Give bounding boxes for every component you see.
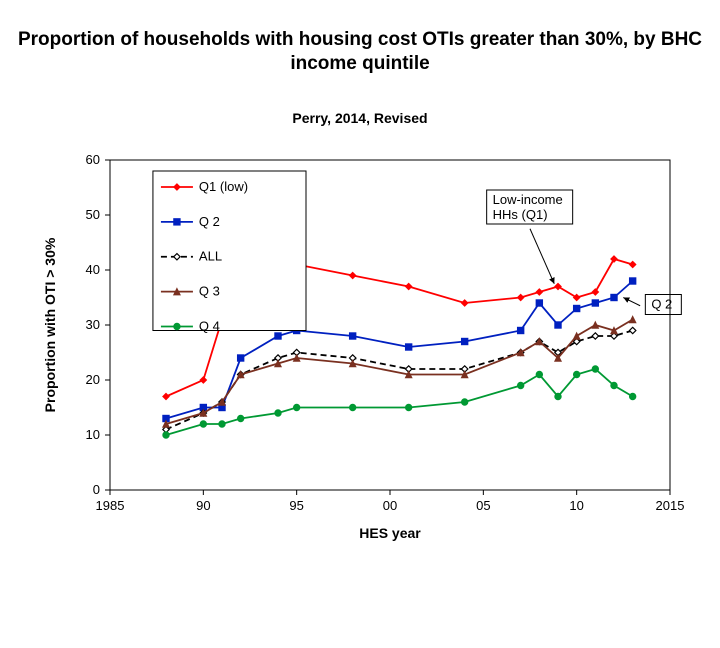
legend: Q1 (low) Q 2 ALL Q 3 Q 4 <box>153 171 306 333</box>
marker-circle <box>200 421 206 427</box>
marker-square <box>517 327 523 333</box>
marker-circle <box>349 404 355 410</box>
x-tick-label: 05 <box>476 498 490 513</box>
marker-square <box>573 305 579 311</box>
x-tick-label: 1985 <box>96 498 125 513</box>
marker-circle <box>573 371 579 377</box>
marker-circle <box>174 323 180 329</box>
legend-label-all: ALL <box>199 249 222 264</box>
x-tick-label: 00 <box>383 498 397 513</box>
y-tick-label: 30 <box>86 317 100 332</box>
marker-square <box>555 322 561 328</box>
marker-circle <box>629 393 635 399</box>
marker-circle <box>461 399 467 405</box>
y-tick-label: 10 <box>86 427 100 442</box>
marker-square <box>629 278 635 284</box>
marker-square <box>174 219 180 225</box>
y-tick-label: 0 <box>93 482 100 497</box>
legend-label-q4: Q 4 <box>199 318 220 333</box>
y-tick-label: 50 <box>86 207 100 222</box>
legend-label-q1: Q1 (low) <box>199 179 248 194</box>
legend-box <box>153 171 306 331</box>
marker-circle <box>237 415 243 421</box>
marker-circle <box>275 410 281 416</box>
marker-circle <box>592 366 598 372</box>
annotation-text-q2-ann: Q 2 <box>651 297 672 312</box>
x-tick-label: 10 <box>569 498 583 513</box>
y-tick-label: 60 <box>86 152 100 167</box>
page: Proportion of households with housing co… <box>0 0 720 648</box>
marker-circle <box>163 432 169 438</box>
x-tick-label: 2015 <box>656 498 685 513</box>
marker-square <box>611 294 617 300</box>
x-tick-label: 95 <box>289 498 303 513</box>
chart: 0102030405060198590950005102015HES yearP… <box>0 0 720 648</box>
legend-label-q2: Q 2 <box>199 214 220 229</box>
x-axis-label: HES year <box>359 525 421 541</box>
marker-square <box>275 333 281 339</box>
marker-square <box>405 344 411 350</box>
marker-circle <box>536 371 542 377</box>
marker-circle <box>405 404 411 410</box>
y-tick-label: 20 <box>86 372 100 387</box>
marker-square <box>461 338 467 344</box>
marker-circle <box>555 393 561 399</box>
marker-circle <box>611 382 617 388</box>
marker-square <box>237 355 243 361</box>
x-tick-label: 90 <box>196 498 210 513</box>
y-tick-label: 40 <box>86 262 100 277</box>
marker-square <box>349 333 355 339</box>
marker-square <box>536 300 542 306</box>
y-axis-label: Proportion with OTI > 30% <box>42 237 58 412</box>
marker-circle <box>219 421 225 427</box>
legend-label-q3: Q 3 <box>199 284 220 299</box>
marker-circle <box>293 404 299 410</box>
marker-circle <box>517 382 523 388</box>
marker-square <box>592 300 598 306</box>
